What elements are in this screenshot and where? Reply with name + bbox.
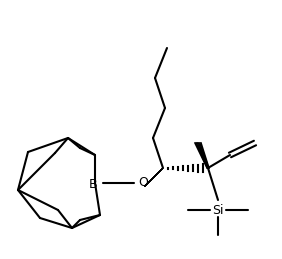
Polygon shape — [144, 168, 163, 186]
Text: O: O — [138, 176, 148, 190]
Text: B: B — [89, 177, 97, 191]
Text: Si: Si — [212, 204, 224, 217]
